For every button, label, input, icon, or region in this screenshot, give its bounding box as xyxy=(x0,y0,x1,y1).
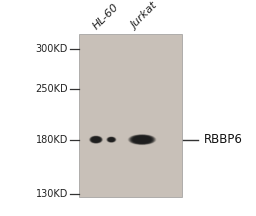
Text: HL-60: HL-60 xyxy=(91,2,121,31)
Ellipse shape xyxy=(92,138,100,141)
Ellipse shape xyxy=(134,137,150,143)
Ellipse shape xyxy=(130,135,154,144)
Ellipse shape xyxy=(131,136,153,144)
Ellipse shape xyxy=(109,138,114,141)
Ellipse shape xyxy=(107,137,115,142)
Text: 300KD: 300KD xyxy=(36,44,68,54)
Ellipse shape xyxy=(91,137,101,142)
Ellipse shape xyxy=(94,138,98,141)
Ellipse shape xyxy=(136,138,148,142)
Ellipse shape xyxy=(137,138,147,141)
Text: 180KD: 180KD xyxy=(36,135,68,145)
Ellipse shape xyxy=(92,137,100,142)
Ellipse shape xyxy=(128,135,156,145)
Ellipse shape xyxy=(136,137,148,142)
Ellipse shape xyxy=(135,137,149,142)
Ellipse shape xyxy=(93,138,99,141)
FancyBboxPatch shape xyxy=(79,34,182,197)
Ellipse shape xyxy=(135,137,150,142)
Ellipse shape xyxy=(91,137,101,143)
Ellipse shape xyxy=(132,136,152,143)
Ellipse shape xyxy=(108,137,115,142)
Text: 250KD: 250KD xyxy=(35,84,68,94)
Ellipse shape xyxy=(133,136,151,143)
Ellipse shape xyxy=(92,137,100,142)
Ellipse shape xyxy=(93,138,99,141)
Ellipse shape xyxy=(110,139,113,141)
Ellipse shape xyxy=(109,138,114,141)
Ellipse shape xyxy=(90,136,102,143)
Ellipse shape xyxy=(93,138,99,141)
Text: Jurkat: Jurkat xyxy=(130,1,160,31)
Ellipse shape xyxy=(89,136,103,143)
Ellipse shape xyxy=(108,138,115,142)
Ellipse shape xyxy=(108,138,115,141)
Ellipse shape xyxy=(109,138,114,141)
Text: 130KD: 130KD xyxy=(36,189,68,199)
Ellipse shape xyxy=(107,137,116,142)
Ellipse shape xyxy=(90,137,102,143)
Ellipse shape xyxy=(110,138,113,141)
Ellipse shape xyxy=(129,135,155,144)
Ellipse shape xyxy=(109,138,114,141)
Text: RBBP6: RBBP6 xyxy=(204,133,242,146)
